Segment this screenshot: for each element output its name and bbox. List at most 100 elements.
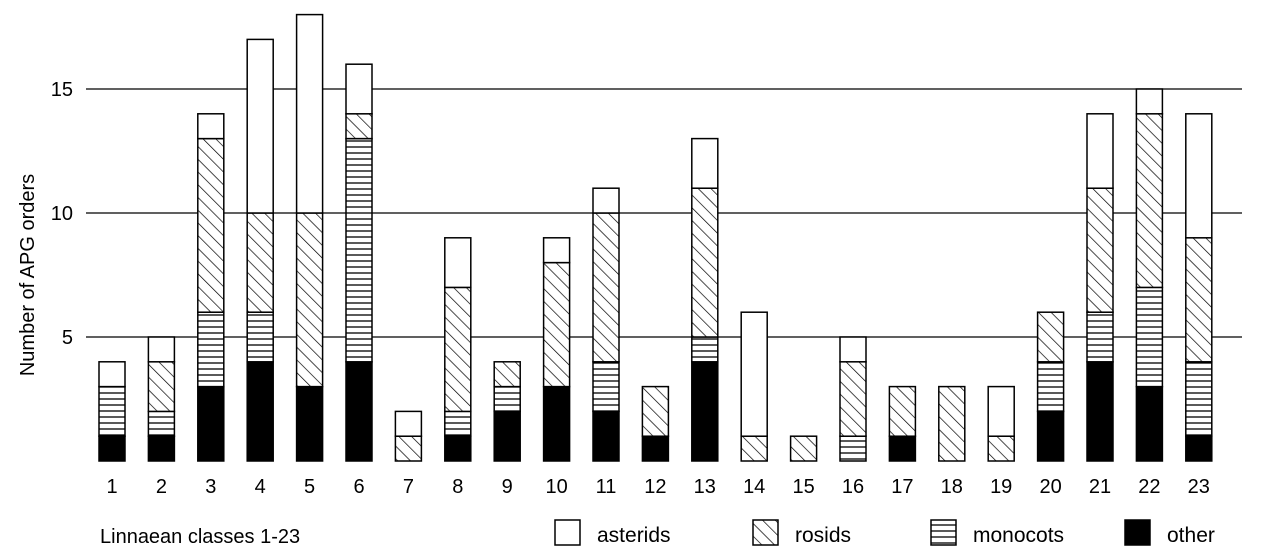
bar-4-rosids [246,212,274,313]
bar-6-rosids [345,113,373,140]
x-tick-label-12: 12 [644,476,666,498]
bar-group-9: 9 [493,361,521,498]
y-tick-label-10: 10 [51,203,73,225]
x-tick-label-7: 7 [403,476,414,498]
x-tick-label-8: 8 [452,476,463,498]
bar-4-monocots [246,311,274,363]
bar-group-12: 12 [641,385,670,498]
bar-22-asterids [1135,88,1164,115]
bars: 1 2 3 4 5 6 7 8 9 10 11 12 13 14 15 16 17 18 19 20 21 22 23 [98,13,1213,498]
x-tick-label-4: 4 [255,476,266,498]
bar-11-monocots [592,361,620,413]
x-tick-label-22: 22 [1138,476,1160,498]
gridlines: 5 10 15 [51,79,1242,349]
legend-swatch-monocots [930,519,957,546]
bar-22-other [1135,385,1164,462]
bar-22-rosids [1135,113,1164,289]
bar-9-other [493,410,521,462]
bar-16-rosids [839,361,867,437]
x-tick-label-3: 3 [205,476,216,498]
bar-group-15: 15 [789,435,818,498]
bar-18-rosids [938,385,966,462]
bar-13-asterids [691,137,719,189]
bar-6-other [345,361,373,462]
bar-2-rosids [147,361,176,413]
bar-20-other [1036,410,1065,462]
bar-13-monocots [691,336,719,363]
bar-group-14: 14 [740,311,768,498]
bar-21-rosids [1086,187,1114,313]
bar-23-rosids [1185,237,1213,363]
bar-23-monocots [1185,361,1213,437]
legend-label-asterids: asterids [597,524,671,547]
bar-12-rosids [641,385,670,437]
x-tick-label-15: 15 [792,476,814,498]
bar-21-monocots [1086,311,1114,363]
bar-17-other [888,435,917,462]
bar-19-rosids [987,435,1015,462]
legend-item-other: other [1124,519,1215,547]
bar-8-asterids [444,237,472,289]
x-tick-label-10: 10 [545,476,567,498]
x-tick-label-18: 18 [941,476,963,498]
bar-13-rosids [691,187,719,338]
bar-21-other [1086,361,1114,462]
bar-11-rosids [592,212,620,363]
x-tick-label-1: 1 [106,476,117,498]
legend-item-asterids: asterids [554,519,671,547]
bar-8-other [444,435,472,462]
bar-7-asterids [394,410,423,437]
bar-10-other [542,385,571,462]
x-tick-label-23: 23 [1188,476,1210,498]
bar-14-asterids [740,311,768,437]
legend: asterids rosids monocots other [554,519,1215,547]
bar-group-8: 8 [444,237,472,498]
bar-group-6: 6 [345,63,373,498]
x-axis-label: Linnaean classes 1-23 [100,526,300,548]
legend-label-rosids: rosids [795,524,851,547]
bar-8-rosids [444,286,472,413]
legend-label-monocots: monocots [973,524,1064,547]
bar-9-monocots [493,385,521,413]
x-tick-label-6: 6 [353,476,364,498]
y-tick-label-5: 5 [62,327,73,349]
bar-group-19: 19 [987,385,1015,498]
bar-2-monocots [147,410,176,437]
bar-12-other [641,435,670,462]
legend-item-rosids: rosids [752,519,851,547]
bar-6-monocots [345,137,373,363]
bar-3-other [197,385,225,462]
bar-3-rosids [197,137,225,313]
bar-23-other [1185,435,1213,462]
bar-3-asterids [197,113,225,140]
x-tick-label-17: 17 [891,476,913,498]
bar-4-other [246,361,274,462]
bar-group-23: 23 [1185,113,1213,498]
bar-21-asterids [1086,113,1114,189]
bar-group-17: 17 [888,385,917,498]
bar-1-monocots [98,385,126,437]
bar-11-other [592,410,620,462]
bar-5-asterids [295,13,324,214]
bar-group-20: 20 [1036,311,1065,498]
bar-13-other [691,361,719,462]
x-tick-label-16: 16 [842,476,864,498]
bar-group-18: 18 [938,385,966,498]
bar-5-other [295,385,324,462]
bar-22-monocots [1135,286,1164,388]
bar-group-3: 3 [197,113,225,498]
bar-2-asterids [147,336,176,363]
bar-group-4: 4 [246,38,274,498]
bar-6-asterids [345,63,373,115]
bar-2-other [147,435,176,462]
bar-19-asterids [987,385,1015,437]
bar-10-asterids [542,237,571,264]
x-tick-label-9: 9 [502,476,513,498]
bar-group-21: 21 [1086,113,1114,498]
bar-16-monocots [839,435,867,462]
bar-8-monocots [444,410,472,437]
x-tick-label-19: 19 [990,476,1012,498]
bar-15-rosids [789,435,818,462]
bar-17-rosids [888,385,917,437]
bar-4-asterids [246,38,274,214]
